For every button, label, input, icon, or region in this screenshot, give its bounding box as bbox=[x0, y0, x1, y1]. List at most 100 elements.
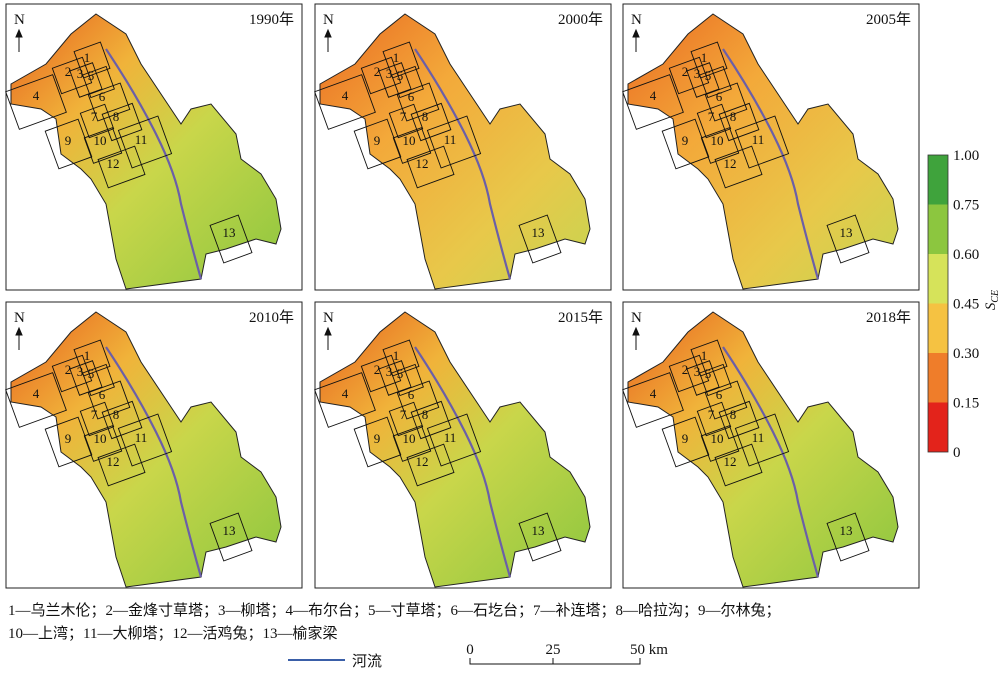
zone-label: 6 bbox=[99, 387, 106, 402]
zone-boundary bbox=[5, 74, 67, 130]
panel-year: 2010年 bbox=[249, 309, 294, 326]
zone-label: 1 bbox=[701, 50, 708, 65]
zone-label: 5 bbox=[88, 366, 95, 381]
zone-label: 13 bbox=[532, 225, 545, 240]
zone-boundary bbox=[826, 214, 870, 264]
zone-label: 7 bbox=[400, 109, 407, 124]
zone-boundary bbox=[378, 360, 412, 396]
north-arrow bbox=[632, 326, 640, 350]
zone-boundary bbox=[382, 339, 420, 377]
zone-boundary bbox=[696, 103, 732, 139]
zone-boundary bbox=[518, 512, 562, 562]
zone-label: 9 bbox=[65, 431, 72, 446]
zone-boundary bbox=[734, 413, 790, 467]
north-arrow bbox=[324, 28, 332, 52]
panel-year: 2018年 bbox=[866, 309, 911, 326]
zone-boundary bbox=[391, 363, 424, 397]
zone-label: 8 bbox=[113, 407, 120, 422]
zone-label: 11 bbox=[444, 132, 457, 147]
zone-label: 6 bbox=[716, 89, 723, 104]
zone-label: 8 bbox=[730, 109, 737, 124]
zone-label: 13 bbox=[840, 523, 853, 538]
zone-label: 9 bbox=[374, 431, 381, 446]
north-label: N bbox=[323, 12, 334, 28]
zone-boundary bbox=[392, 127, 432, 164]
north-label: N bbox=[14, 12, 25, 28]
zone-boundary bbox=[426, 413, 482, 467]
zone-label: 3 bbox=[386, 364, 393, 379]
zone-label: 6 bbox=[408, 387, 415, 402]
zone-boundary bbox=[83, 425, 123, 462]
study-area bbox=[319, 311, 591, 588]
zone-label: 13 bbox=[532, 523, 545, 538]
zone-boundary bbox=[518, 214, 562, 264]
zone-label: 9 bbox=[682, 133, 689, 148]
zone-label: 1 bbox=[393, 348, 400, 363]
zone-label: 4 bbox=[342, 386, 349, 401]
zone-label: 6 bbox=[716, 387, 723, 402]
zone-boundary bbox=[406, 443, 455, 487]
zone-label: 10 bbox=[403, 133, 416, 148]
zone-label: 2 bbox=[682, 362, 689, 377]
zone-boundary bbox=[87, 380, 131, 420]
zone-label: 2 bbox=[374, 64, 381, 79]
zone-boundary bbox=[82, 363, 115, 397]
zone-label: 4 bbox=[33, 386, 40, 401]
legend-tick-label: 0.75 bbox=[953, 198, 979, 214]
zone-label: 10 bbox=[711, 431, 724, 446]
legend-tick-label: 0.45 bbox=[953, 297, 979, 313]
zone-boundary bbox=[69, 360, 103, 396]
zone-label: 9 bbox=[682, 431, 689, 446]
legend-title: SCE bbox=[983, 290, 1000, 310]
legend-swatch bbox=[928, 254, 948, 304]
zone-boundary bbox=[209, 512, 253, 562]
scale-label: 25 bbox=[546, 642, 561, 658]
zone-boundary bbox=[704, 380, 748, 420]
legend-tick-label: 0.60 bbox=[953, 247, 979, 263]
zone-boundary bbox=[314, 74, 376, 130]
zone-boundary bbox=[714, 145, 763, 189]
river bbox=[722, 346, 820, 578]
river-legend-label: 河流 bbox=[352, 653, 382, 670]
zone-label: 13 bbox=[223, 225, 236, 240]
study-area bbox=[627, 13, 899, 290]
north-arrow bbox=[15, 28, 23, 52]
river bbox=[414, 346, 512, 578]
zone-label: 10 bbox=[403, 431, 416, 446]
zone-label: 8 bbox=[113, 109, 120, 124]
zone-boundary bbox=[696, 401, 732, 437]
zone-label: 1 bbox=[393, 50, 400, 65]
zone-label: 2 bbox=[65, 362, 72, 377]
zone-label: 4 bbox=[33, 88, 40, 103]
north-arrow bbox=[324, 326, 332, 350]
legend-tick-label: 0.15 bbox=[953, 396, 979, 412]
zone-label: 12 bbox=[724, 454, 737, 469]
zone-boundary bbox=[101, 102, 143, 142]
scale-label: 0 bbox=[466, 642, 474, 658]
study-area bbox=[627, 311, 899, 588]
legend-swatch bbox=[928, 353, 948, 403]
north-label: N bbox=[631, 310, 642, 326]
zone-label: 7 bbox=[400, 407, 407, 422]
zone-label: 5 bbox=[397, 366, 404, 381]
panel-year: 2005年 bbox=[866, 11, 911, 28]
zone-label: 4 bbox=[650, 88, 657, 103]
zone-label: 7 bbox=[708, 109, 715, 124]
zone-boundary bbox=[622, 372, 684, 428]
zone-label: 11 bbox=[752, 132, 765, 147]
zone-label: 7 bbox=[91, 109, 98, 124]
zone-label: 1 bbox=[701, 348, 708, 363]
zone-label: 3 bbox=[77, 66, 84, 81]
zone-label: 3 bbox=[694, 364, 701, 379]
zone-boundary bbox=[396, 82, 440, 122]
zone-label: 5 bbox=[397, 68, 404, 83]
caption: 1—乌兰木伦；2—金烽寸草塔；3—柳塔；4—布尔台；5—寸草塔；6—石圪台；7—… bbox=[8, 602, 781, 619]
zone-label: 10 bbox=[94, 133, 107, 148]
zone-boundary bbox=[734, 115, 790, 169]
zone-label: 6 bbox=[408, 89, 415, 104]
legend-tick-label: 1.00 bbox=[953, 148, 979, 164]
